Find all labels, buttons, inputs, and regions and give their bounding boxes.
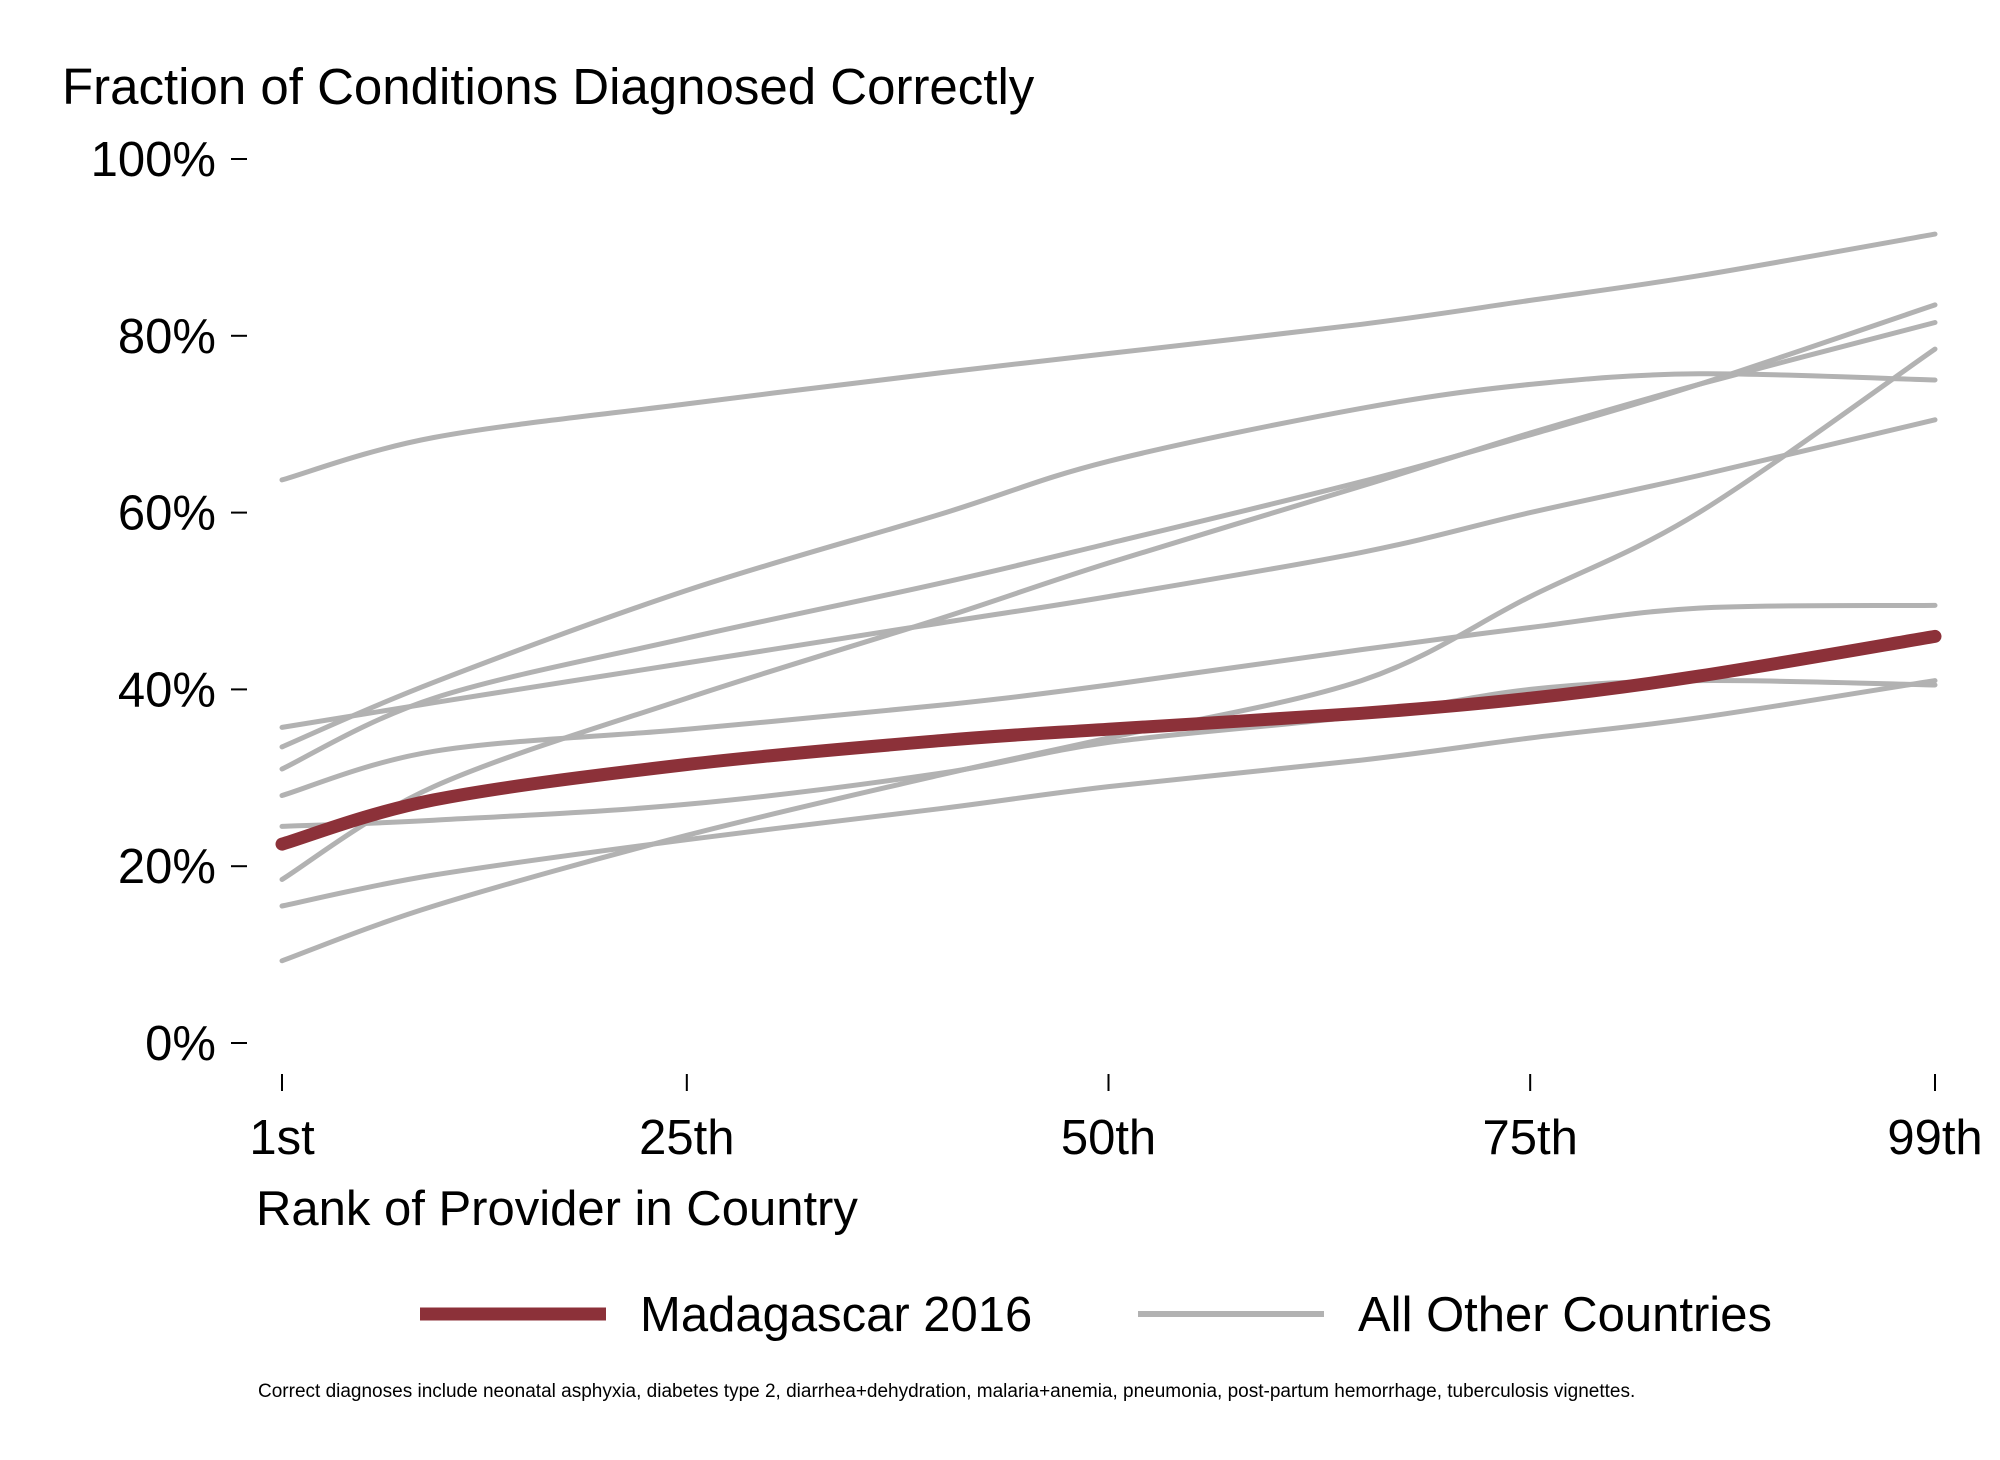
y-tick-label: 100% — [91, 133, 216, 187]
x-tick-label: 1st — [249, 1111, 315, 1165]
series-line-other — [279, 371, 1938, 750]
x-tick-label: 25th — [639, 1111, 734, 1165]
footnote: Correct diagnoses include neonatal asphy… — [258, 1381, 1635, 1402]
x-tick-label: 75th — [1482, 1111, 1577, 1165]
series-line-other — [279, 417, 1938, 730]
series-line-other — [279, 320, 1938, 882]
x-tick-label: 99th — [1887, 1111, 1982, 1165]
y-axis: 0% 20% 40% 60% 80% 100% — [91, 133, 247, 1071]
other-country-lines — [279, 231, 1938, 964]
legend: Madagascar 2016 All Other Countries — [420, 1288, 1772, 1342]
series-line-other — [279, 678, 1938, 909]
series-line-highlight — [275, 629, 1942, 851]
legend-label: All Other Countries — [1358, 1288, 1772, 1342]
x-axis: 1st 25th 50th 75th 99th — [249, 1074, 1983, 1165]
series-line-other — [279, 602, 1938, 798]
series-line-other — [279, 346, 1938, 964]
highlight-country-lines — [275, 629, 1942, 851]
y-tick-label: 0% — [145, 1017, 216, 1071]
chart-title: Fraction of Conditions Diagnosed Correct… — [62, 58, 1035, 115]
x-tick-label: 50th — [1061, 1111, 1156, 1165]
y-tick-label: 80% — [118, 310, 216, 364]
legend-label: Madagascar 2016 — [640, 1288, 1032, 1342]
x-axis-title: Rank of Provider in Country — [256, 1182, 858, 1236]
y-tick-label: 60% — [118, 487, 216, 541]
y-tick-label: 20% — [118, 840, 216, 894]
y-tick-label: 40% — [118, 663, 216, 717]
series-line-other — [279, 231, 1938, 483]
